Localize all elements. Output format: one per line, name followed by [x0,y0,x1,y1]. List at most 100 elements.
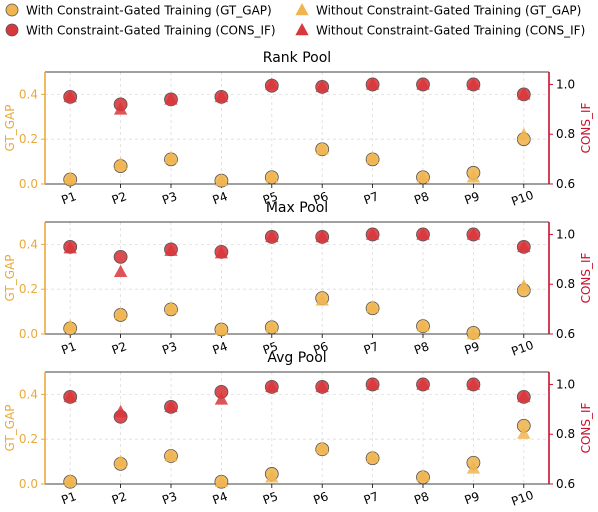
series-markers [63,278,531,340]
x-tick-label: P9 [463,489,482,507]
legend-marker-circle [5,23,19,37]
right-tick-label: 0.8 [556,427,575,441]
data-point-triangle [416,319,430,332]
data-point-triangle [63,319,77,332]
data-point-triangle [265,379,279,393]
x-tick-label: P4 [211,489,230,507]
legend-label: Without Constraint-Gated Training (GT_GA… [316,4,581,18]
chart-panels: Rank Pool 0.0 0.2 0.4 0.6 0.8 1.0 GT_GAP CONS_IF… [3,50,593,509]
data-point-triangle [164,301,178,314]
data-point-triangle [214,392,229,405]
panel: Max Pool 0.0 0.2 0.4 0.6 0.8 1.0 GT_GAP CONS_IF P… [3,200,593,359]
x-tick-label: P6 [311,189,330,207]
data-point-triangle [113,156,128,170]
data-point-triangle [113,306,128,320]
data-point-triangle [517,87,531,100]
data-point-triangle [416,170,430,183]
x-tick-label: P8 [412,189,431,207]
x-tick-label: P6 [311,339,330,357]
data-point-triangle [466,227,481,240]
data-point-triangle [416,377,430,390]
x-tick-label: P7 [362,189,381,207]
x-tick-label: P6 [311,489,330,507]
data-point-triangle [113,102,128,115]
data-point-triangle [416,77,430,90]
x-tick-label: P1 [59,189,78,207]
x-tick-label: P5 [261,339,280,357]
x-tick-label: P9 [463,189,482,207]
x-tick-label: P1 [59,489,78,507]
data-point-triangle [365,227,380,240]
data-point-triangle [315,229,329,243]
legend-label: With Constraint-Gated Training (CONS_IF) [26,24,276,38]
left-tick-label: 0.0 [19,327,38,341]
series-markers [63,426,531,488]
data-point-circle [113,249,128,264]
data-point-triangle [466,327,481,340]
data-point-triangle [517,127,531,140]
data-point-triangle [517,389,531,403]
x-tick-label: P3 [160,189,179,207]
left-tick-label: 0.4 [19,237,38,251]
left-tick-label: 0.4 [19,387,38,401]
right-tick-label: 0.6 [556,327,575,341]
right-tick-label: 0.8 [556,277,575,291]
x-tick-label: P3 [160,339,179,357]
x-tick-label: P5 [261,189,280,207]
legend-label: With Constraint-Gated Training (GT_GAP) [26,4,272,18]
y-axis-label-right: CONS_IF [579,402,593,453]
data-point-triangle [63,171,77,184]
left-tick-label: 0.2 [19,432,38,446]
data-point-triangle [365,77,380,90]
x-tick-label: P10 [509,338,535,359]
panel-title: Rank Pool [263,50,331,66]
panel-title: Avg Pool [267,350,326,366]
left-tick-label: 0.2 [19,132,38,146]
x-tick-label: P10 [509,488,535,509]
x-tick-label: P2 [110,189,129,207]
left-tick-label: 0.2 [19,282,38,296]
legend-marker-triangle [295,3,309,16]
y-axis-label-right: CONS_IF [579,252,593,303]
left-tick-label: 0.0 [19,177,38,191]
x-tick-label: P8 [412,489,431,507]
data-point-triangle [517,426,531,439]
data-point-triangle [365,377,380,390]
legend-marker-triangle [295,23,309,36]
x-tick-label: P5 [261,489,280,507]
data-point-triangle [113,404,128,418]
series-markers [63,283,531,340]
data-point-triangle [265,77,279,90]
data-point-triangle [466,170,481,183]
legend-entry: With Constraint-Gated Training (GT_GAP) [5,4,272,18]
right-tick-label: 0.8 [556,127,575,141]
data-point-triangle [265,229,279,243]
data-point-triangle [315,79,329,93]
x-tick-label: P7 [362,339,381,357]
right-tick-label: 0.6 [556,177,575,191]
x-tick-label: P4 [211,339,230,357]
data-point-triangle [63,389,77,403]
data-point-triangle [517,278,531,292]
series-markers [63,77,531,115]
data-point-triangle [365,450,380,463]
legend: With Constraint-Gated Training (GT_GAP) W… [5,3,585,38]
data-point-triangle [164,449,178,462]
right-tick-label: 0.6 [556,477,575,491]
x-tick-label: P10 [509,188,535,209]
data-point-triangle [265,170,279,183]
x-tick-label: P9 [463,339,482,357]
data-point-triangle [315,379,329,393]
right-tick-label: 1.0 [556,77,575,91]
y-axis-label-left: GT_GAP [3,105,17,152]
x-tick-label: P1 [59,339,78,357]
data-point-triangle [63,89,77,103]
legend-entry: Without Constraint-Gated Training (GT_GA… [295,3,581,18]
y-axis-label-right: CONS_IF [579,102,593,153]
data-point-triangle [315,142,329,155]
series-markers [63,227,531,264]
series-markers [63,418,531,489]
data-point-triangle [164,243,178,256]
data-point-triangle [164,399,178,413]
x-tick-label: P3 [160,489,179,507]
